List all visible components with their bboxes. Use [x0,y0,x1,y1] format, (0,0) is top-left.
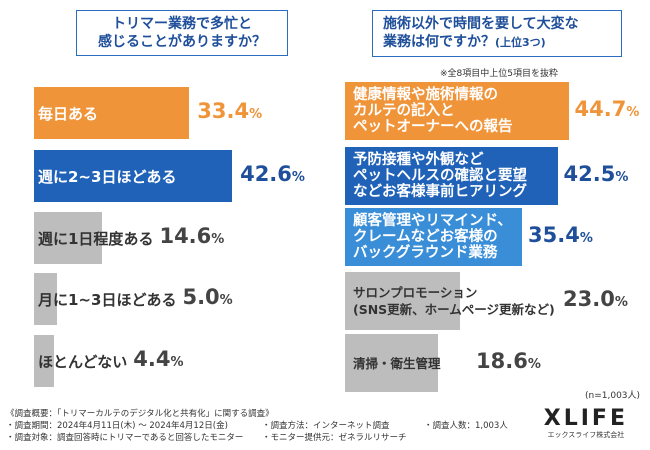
right-bar [345,82,569,140]
right-bar-label: (SNS更新、ホームページ更新など) [353,302,555,317]
left-question-line2: 感じることがありますか？ [98,34,266,50]
left-bar [34,87,190,139]
left-bar [34,335,55,387]
right-value-label: 44.7% [574,97,640,121]
right-bar-label: ペットヘルスの確認と要望 [353,168,527,184]
right-bar-label: などお客様事前ヒアリング [353,184,527,200]
right-bar [345,208,522,266]
right-question-line2: 業務は何ですか？ [383,34,495,50]
right-question-box: 施術以外で時間を要して大変な 業務は何ですか？(上位3つ) [372,10,622,57]
left-question-box: トリマー業務で多忙と 感じることがありますか？ [76,10,288,56]
right-bar-label: 予防接種や外観など [353,152,484,168]
right-bar-label: 清掃・衛生管理 [353,355,441,371]
left-value-label: 33.4% [197,99,263,123]
footer-method: ・調査方法：インターネット調査 [262,421,390,431]
footer-period: ・調査期間：2024年4月11日(木) ～ 2024年4月12日(金) [6,421,228,431]
right-bar-label: バックグラウンド業務 [353,245,498,261]
left-bar [34,273,58,325]
left-bar-label: ほとんどない [38,353,128,371]
left-bar [34,212,102,264]
right-bar [345,334,438,392]
right-bar-label: 健康情報や施術情報の [353,87,498,103]
right-bar-label: クレームなどお客様の [353,229,498,245]
left-question-line1: トリマー業務で多忙と [112,16,252,32]
right-note: ※全8項目中上位5項目を抜粋 [440,69,558,79]
left-bar-label: 毎日ある [38,105,99,123]
left-bar-label: 月に1~3日ほどある [38,291,177,309]
left-value-label: 14.6% [159,224,225,248]
right-bar-label: ペットオーナーへの報告 [353,119,513,135]
footer-overview: 《調査概要：「トリマーカルテのデジタル化と共有化」に関する調査》 [6,409,274,419]
right-value-label: 18.6% [476,349,541,373]
logo-company: エックスライフ株式会社 [547,431,625,439]
left-bar-label: 週に1日程度ある [38,230,154,248]
xlife-logo: XLIFE エックスライフ株式会社 [544,408,628,440]
right-bar [345,147,558,205]
right-value-label: 35.4% [528,223,593,247]
left-value-label: 42.6% [240,162,305,186]
right-bar-label: カルテの記入と [353,103,455,119]
footer-provider: ・モニター提供元：ゼネラルリサーチ [262,433,407,443]
sample-size: (n=1,003人) [585,391,641,401]
right-bar [345,272,460,330]
right-question-line1: 施術以外で時間を要して大変な [383,16,579,32]
left-bar [34,150,233,202]
footer-target: ・調査対象：調査回答時にトリマーであると回答したモニター [6,433,244,443]
left-bar-label: 週に2~3日ほどある [38,168,177,186]
footer-count: ・調査人数：1,003人 [424,421,508,431]
right-question-sub: (上位3つ) [495,36,546,49]
right-value-label: 42.5% [563,162,629,186]
left-value-label: 5.0% [182,285,233,309]
left-value-label: 4.4% [133,347,184,371]
right-value-label: 23.0% [563,287,628,311]
right-bar-label: 顧客管理やリマインド、 [353,213,512,229]
right-bar-label: サロンプロモーション [353,285,478,300]
logo-brand: XLIFE [543,406,628,431]
